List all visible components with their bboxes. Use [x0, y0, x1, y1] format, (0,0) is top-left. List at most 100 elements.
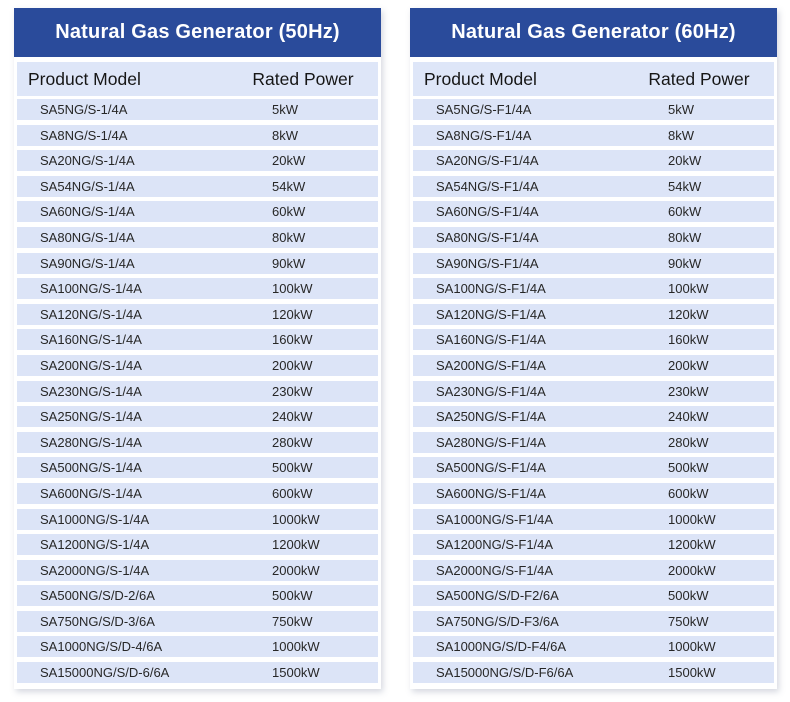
rated-power-cell: 750kW [272, 613, 313, 629]
product-model-cell: SA20NG/S-F1/4A [436, 153, 539, 169]
product-model-cell: SA90NG/S-1/4A [40, 255, 135, 271]
table-row: SA20NG/S-1/4A 20kW [17, 150, 378, 172]
table-row: SA90NG/S-1/4A 90kW [17, 252, 378, 274]
product-model-cell: SA600NG/S-1/4A [40, 485, 142, 501]
table-row: SA500NG/S-1/4A 500kW [17, 457, 378, 479]
rated-power-cell: 600kW [272, 485, 313, 501]
rated-power-cell: 240kW [272, 409, 313, 425]
table-row: SA250NG/S-F1/4A 240kW [413, 406, 774, 428]
rated-power-cell: 1000kW [272, 639, 320, 655]
table-row: SA1000NG/S-1/4A 1000kW [17, 508, 378, 530]
product-model-cell: SA200NG/S-1/4A [40, 357, 142, 373]
rated-power-cell: 280kW [272, 434, 313, 450]
table-row: SA1200NG/S-F1/4A 1200kW [413, 534, 774, 556]
table-row: SA8NG/S-F1/4A 8kW [413, 124, 774, 146]
rated-power-cell: 5kW [272, 102, 298, 117]
product-model-cell: SA2000NG/S-F1/4A [436, 562, 554, 578]
column-header-row: Product Model Rated Power [413, 62, 774, 96]
rated-power-cell: 1000kW [668, 639, 716, 655]
table-row: SA200NG/S-F1/4A 200kW [413, 354, 774, 376]
rated-power-cell: 1200kW [668, 537, 716, 553]
product-model-cell: SA60NG/S-F1/4A [436, 204, 539, 220]
table-row: SA1000NG/S-F1/4A 1000kW [413, 508, 774, 530]
rated-power-cell: 5kW [668, 102, 694, 117]
table-row: SA2000NG/S-F1/4A 2000kW [413, 559, 774, 581]
table-row: SA2000NG/S-1/4A 2000kW [17, 559, 378, 581]
product-model-cell: SA500NG/S-F1/4A [436, 460, 546, 476]
rated-power-cell: 90kW [272, 255, 306, 271]
table-row: SA80NG/S-F1/4A 80kW [413, 226, 774, 248]
rated-power-cell: 120kW [272, 306, 313, 322]
product-model-cell: SA280NG/S-1/4A [40, 434, 142, 450]
table-row: SA500NG/S/D-2/6A 500kW [17, 585, 378, 607]
table-row: SA1000NG/S/D-F4/6A 1000kW [413, 636, 774, 658]
rated-power-cell: 240kW [668, 409, 709, 425]
table-row: SA80NG/S-1/4A 80kW [17, 226, 378, 248]
product-model-cell: SA1000NG/S/D-F4/6A [436, 639, 567, 655]
rated-power-cell: 500kW [668, 588, 709, 604]
table-row: SA15000NG/S/D-6/6A 1500kW [17, 662, 378, 684]
generator-table-60hz: Natural Gas Generator (60Hz) Product Mod… [410, 8, 777, 689]
product-model-cell: SA15000NG/S/D-F6/6A [436, 665, 574, 681]
product-model-cell: SA1000NG/S-1/4A [40, 511, 150, 527]
table-row: SA750NG/S/D-F3/6A 750kW [413, 610, 774, 632]
rated-power-cell: 230kW [668, 383, 709, 399]
table-row: SA160NG/S-1/4A 160kW [17, 329, 378, 351]
product-model-cell: SA60NG/S-1/4A [40, 204, 135, 220]
table-row: SA60NG/S-1/4A 60kW [17, 201, 378, 223]
table-row: SA280NG/S-1/4A 280kW [17, 431, 378, 453]
product-model-cell: SA230NG/S-F1/4A [436, 383, 546, 399]
rated-power-cell: 2000kW [272, 562, 320, 578]
product-model-cell: SA500NG/S/D-2/6A [40, 588, 155, 604]
rated-power-cell: 2000kW [668, 562, 716, 578]
product-model-cell: SA750NG/S/D-F3/6A [436, 613, 559, 629]
rated-power-cell: 1500kW [272, 665, 320, 681]
product-model-cell: SA2000NG/S-1/4A [40, 562, 150, 578]
product-model-cell: SA1000NG/S/D-4/6A [40, 639, 163, 655]
product-model-cell: SA230NG/S-1/4A [40, 383, 142, 399]
table-row: SA200NG/S-1/4A 200kW [17, 354, 378, 376]
product-model-cell: SA1200NG/S-1/4A [40, 537, 150, 553]
product-model-cell: SA8NG/S-F1/4A [436, 127, 532, 143]
product-model-cell: SA54NG/S-1/4A [40, 178, 135, 194]
rated-power-cell: 120kW [668, 306, 709, 322]
table-row: SA1200NG/S-1/4A 1200kW [17, 534, 378, 556]
product-model-cell: SA1200NG/S-F1/4A [436, 537, 554, 553]
rated-power-cell: 80kW [272, 229, 306, 245]
rated-power-cell: 600kW [668, 485, 709, 501]
product-model-cell: SA5NG/S-F1/4A [436, 102, 532, 117]
rated-power-cell: 1200kW [272, 537, 320, 553]
table-rows-60hz: SA5NG/S-F1/4A 5kW SA8NG/S-F1/4A 8kW SA20NG/S… [413, 99, 774, 684]
rated-power-cell: 8kW [272, 127, 298, 143]
rated-power-cell: 20kW [668, 153, 702, 169]
product-model-cell: SA200NG/S-F1/4A [436, 357, 546, 373]
table-row: SA1000NG/S/D-4/6A 1000kW [17, 636, 378, 658]
product-model-cell: SA8NG/S-1/4A [40, 127, 128, 143]
product-model-cell: SA5NG/S-1/4A [40, 102, 128, 117]
rated-power-cell: 80kW [668, 229, 702, 245]
generator-table-50hz: Natural Gas Generator (50Hz) Product Mod… [14, 8, 381, 689]
table-row: SA230NG/S-1/4A 230kW [17, 380, 378, 402]
product-model-cell: SA250NG/S-1/4A [40, 409, 142, 425]
product-model-cell: SA100NG/S-F1/4A [436, 281, 546, 297]
rated-power-cell: 8kW [668, 127, 694, 143]
rated-power-cell: 60kW [668, 204, 702, 220]
product-model-cell: SA500NG/S/D-F2/6A [436, 588, 559, 604]
table-row: SA160NG/S-F1/4A 160kW [413, 329, 774, 351]
product-model-cell: SA500NG/S-1/4A [40, 460, 142, 476]
rated-power-cell: 1000kW [668, 511, 716, 527]
table-row: SA100NG/S-1/4A 100kW [17, 278, 378, 300]
rated-power-cell: 160kW [668, 332, 709, 348]
table-row: SA54NG/S-1/4A 54kW [17, 175, 378, 197]
table-row: SA120NG/S-1/4A 120kW [17, 303, 378, 325]
rated-power-cell: 20kW [272, 153, 306, 169]
product-model-cell: SA80NG/S-1/4A [40, 229, 135, 245]
rated-power-cell: 200kW [668, 357, 709, 373]
table-row: SA600NG/S-F1/4A 600kW [413, 482, 774, 504]
column-header-row: Product Model Rated Power [17, 62, 378, 96]
table-row: SA600NG/S-1/4A 600kW [17, 482, 378, 504]
rated-power-cell: 54kW [668, 178, 702, 194]
product-model-cell: SA750NG/S/D-3/6A [40, 613, 155, 629]
product-model-cell: SA250NG/S-F1/4A [436, 409, 546, 425]
